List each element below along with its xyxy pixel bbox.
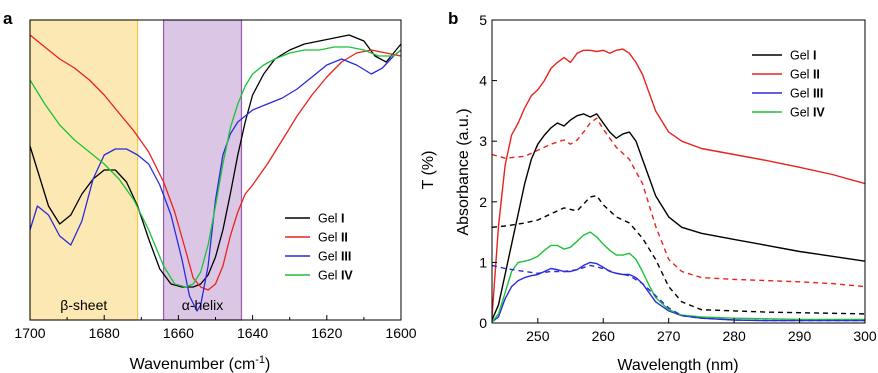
y-tick-label: 5: [479, 12, 487, 28]
series-line-gel-i: [491, 113, 866, 321]
legend: Gel I Gel II Gel III Gel IV: [752, 49, 825, 120]
region-label-helix: α-helix: [182, 297, 224, 313]
x-tick-label: 1600: [385, 325, 416, 341]
x-tick-label: 260: [592, 328, 616, 344]
panel-a-chart: a 1700 1680 1660 1640 1620 1600 β-sheet α-heli…: [3, 9, 437, 373]
y-tick-label: 1: [479, 254, 487, 270]
legend-label-gel-iii: Gel III: [790, 87, 823, 101]
region-label-sheet: β-sheet: [60, 297, 107, 313]
x-tick-label: 1620: [311, 325, 342, 341]
panel-b-label: b: [448, 9, 458, 28]
region-helix: [162, 19, 243, 321]
spectra-lines: [29, 34, 402, 312]
x-axis-label: Wavelength (nm): [617, 357, 738, 373]
highlight-regions: [29, 19, 243, 321]
y-tick-label: 0: [479, 315, 487, 331]
legend-label-gel-i: Gel I: [318, 212, 344, 226]
y-axis-label: T (%): [420, 151, 437, 190]
legend-label-gel-iv: Gel IV: [318, 269, 353, 283]
region-sheet: [29, 19, 139, 321]
legend-label-gel-iv: Gel IV: [790, 106, 825, 120]
panel-a-label: a: [3, 9, 13, 28]
legend-label-gel-ii: Gel II: [318, 231, 348, 245]
x-tick-label: 290: [788, 328, 812, 344]
series-line-gel-iii-dashed: [491, 264, 865, 322]
x-ticks: 1700 1680 1660 1640 1620 1600: [14, 315, 417, 341]
series-line-gel-i-dashed: [491, 195, 866, 315]
plot-frame: [491, 19, 866, 324]
x-tick-label: 270: [657, 328, 681, 344]
y-axis-label: Absorbance (a.u.): [455, 108, 472, 235]
series-line-gel-iv: [491, 231, 865, 323]
x-axis-label: Wavenumber (cm-1): [130, 354, 271, 373]
x-tick-label: 1660: [163, 325, 194, 341]
x-tick-label: 280: [722, 328, 746, 344]
series-line-gel-ii: [491, 48, 866, 317]
series-line-gel-ii-dashed: [491, 117, 866, 288]
series-line-gel-iii: [29, 49, 402, 312]
legend-label-gel-ii: Gel II: [790, 68, 820, 82]
x-tick-label: 300: [853, 328, 877, 344]
x-tick-label: 1700: [14, 325, 45, 341]
legend-label-gel-iii: Gel III: [318, 250, 351, 264]
series-line-gel-ii: [29, 34, 402, 291]
axis-ticks: 250 260 270 280 290 300 0 1 2 3 4 5: [479, 12, 877, 344]
legend: Gel I Gel II Gel III Gel IV: [285, 212, 353, 283]
absorbance-lines: [491, 48, 866, 323]
region-labels: β-sheet α-helix: [60, 297, 223, 313]
series-line-gel-iv: [29, 46, 402, 288]
y-tick-label: 2: [479, 194, 487, 210]
y-tick-label: 3: [479, 133, 487, 149]
x-tick-label: 1640: [237, 325, 268, 341]
legend-label-gel-i: Gel I: [790, 49, 816, 63]
x-tick-label: 250: [526, 328, 550, 344]
y-tick-label: 4: [479, 73, 487, 89]
x-tick-label: 1680: [89, 325, 120, 341]
series-line-gel-i: [29, 34, 402, 288]
